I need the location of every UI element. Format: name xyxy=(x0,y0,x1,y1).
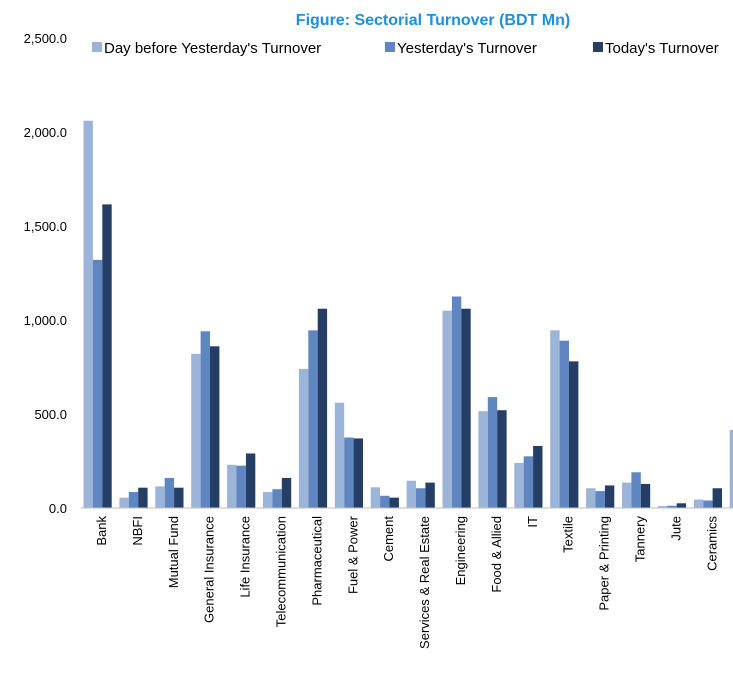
bar-general-insurance-today-s-turnover xyxy=(210,346,220,508)
bar-cement-day-before-yesterday-s-turnover xyxy=(370,487,381,508)
chart-title: Figure: Sectorial Turnover (BDT Mn) xyxy=(296,12,570,29)
x-tick-label-textile: Textile xyxy=(561,516,576,553)
bar-engineering-today-s-turnover xyxy=(461,308,471,508)
legend-swatch-today-s-turnover xyxy=(593,42,603,52)
bar-services-real-estate-yesterday-s-turnover xyxy=(416,488,426,508)
bar-it-yesterday-s-turnover xyxy=(523,456,534,508)
bar-ceramics-today-s-turnover xyxy=(712,488,722,508)
bar-food-allied-day-before-yesterday-s-turnover xyxy=(478,411,488,508)
chart-legend: Day before Yesterday's Turnover Yesterday… xyxy=(92,40,719,57)
bar-paper-printing-today-s-turnover xyxy=(604,485,615,508)
x-tick-label-it: IT xyxy=(525,516,540,528)
x-axis: Bank NBFI Mutual Fund General Insurance Life… xyxy=(81,507,733,649)
x-tick-label-fuel-power: Fuel & Power xyxy=(345,515,360,594)
bar-bank-today-s-turnover xyxy=(102,204,112,508)
bar-services-real-estate-today-s-turnover xyxy=(425,482,435,508)
x-tick-label-telecommunication: Telecommunication xyxy=(273,516,288,627)
legend-label-today-s-turnover: Today's Turnover xyxy=(605,40,719,57)
x-tick-label-paper-printing: Paper & Printing xyxy=(597,516,612,611)
bar-jute-today-s-turnover xyxy=(676,503,687,508)
y-tick-label-2: 1,000.0 xyxy=(24,313,67,328)
bar-fuel-power-today-s-turnover xyxy=(353,438,363,508)
y-tick-label-0: 0.0 xyxy=(49,501,67,516)
x-tick-label-engineering: Engineering xyxy=(453,516,468,585)
bar-general-insurance-yesterday-s-turnover xyxy=(200,331,210,508)
bar-blank-day-before-yesterday-s-turnover xyxy=(729,429,733,508)
y-axis: 0.0 500.0 1,000.0 1,500.0 2,000.0 2,500.0 xyxy=(24,31,67,516)
x-tick-label-general-insurance: General Insurance xyxy=(202,516,217,623)
bar-tannery-day-before-yesterday-s-turnover xyxy=(622,482,632,508)
bar-bank-yesterday-s-turnover xyxy=(92,259,103,508)
bar-pharmaceutical-today-s-turnover xyxy=(317,308,328,508)
bar-mutual-fund-yesterday-s-turnover xyxy=(164,477,175,508)
x-tick-label-cement: Cement xyxy=(381,516,396,562)
x-tick-label-tannery: Tannery xyxy=(632,516,647,563)
y-tick-label-4: 2,000.0 xyxy=(24,125,67,140)
x-tick-label-life-insurance: Life Insurance xyxy=(238,516,253,598)
bar-fuel-power-day-before-yesterday-s-turnover xyxy=(334,402,345,508)
bar-general-insurance-day-before-yesterday-s-turnover xyxy=(191,353,201,508)
bar-tannery-yesterday-s-turnover xyxy=(631,472,641,508)
legend-label-yesterday-s-turnover: Yesterday's Turnover xyxy=(397,40,537,57)
bar-tannery-today-s-turnover xyxy=(640,483,651,508)
bar-nbfi-today-s-turnover xyxy=(138,487,148,508)
chart-bars xyxy=(83,120,733,508)
x-tick-label-bank: Bank xyxy=(94,516,109,546)
legend-swatch-day-before-yesterday-s-turnover xyxy=(92,42,102,52)
bar-engineering-yesterday-s-turnover xyxy=(451,296,462,508)
legend-label-day-before-yesterday-s-turnover: Day before Yesterday's Turnover xyxy=(104,40,321,57)
bar-life-insurance-day-before-yesterday-s-turnover xyxy=(227,464,237,508)
bar-nbfi-day-before-yesterday-s-turnover xyxy=(119,497,129,508)
bar-fuel-power-yesterday-s-turnover xyxy=(344,437,354,508)
bar-ceramics-day-before-yesterday-s-turnover xyxy=(693,499,704,508)
y-tick-label-5: 2,500.0 xyxy=(24,31,67,46)
y-tick-label-3: 1,500.0 xyxy=(24,219,67,234)
bar-life-insurance-yesterday-s-turnover xyxy=(236,465,246,508)
bar-nbfi-yesterday-s-turnover xyxy=(128,492,139,508)
bar-ceramics-yesterday-s-turnover xyxy=(703,500,713,508)
bar-paper-printing-yesterday-s-turnover xyxy=(595,491,605,508)
bar-it-day-before-yesterday-s-turnover xyxy=(514,462,524,508)
bar-cement-today-s-turnover xyxy=(389,497,399,508)
bar-textile-today-s-turnover xyxy=(569,361,579,508)
bar-telecommunication-day-before-yesterday-s-turnover xyxy=(263,492,273,508)
bar-food-allied-yesterday-s-turnover xyxy=(487,397,498,508)
legend-swatch-yesterday-s-turnover xyxy=(385,42,395,52)
x-tick-label-food-allied: Food & Allied xyxy=(489,516,504,593)
x-tick-label-jute: Jute xyxy=(668,516,683,541)
x-tick-label-ceramics: Ceramics xyxy=(704,516,719,571)
bar-mutual-fund-day-before-yesterday-s-turnover xyxy=(155,486,165,508)
x-tick-label-pharmaceutical: Pharmaceutical xyxy=(309,516,324,606)
bar-life-insurance-today-s-turnover xyxy=(245,453,256,508)
bar-pharmaceutical-yesterday-s-turnover xyxy=(308,330,318,508)
bar-paper-printing-day-before-yesterday-s-turnover xyxy=(586,488,596,508)
bar-pharmaceutical-day-before-yesterday-s-turnover xyxy=(298,368,309,508)
x-tick-label-mutual-fund: Mutual Fund xyxy=(166,516,181,588)
y-tick-label-1: 500.0 xyxy=(34,407,67,422)
bar-it-today-s-turnover xyxy=(533,445,543,508)
x-tick-label-nbfi: NBFI xyxy=(130,516,145,546)
bar-services-real-estate-day-before-yesterday-s-turnover xyxy=(406,480,416,508)
bar-telecommunication-today-s-turnover xyxy=(281,477,292,508)
bar-jute-day-before-yesterday-s-turnover xyxy=(657,506,668,508)
bar-mutual-fund-today-s-turnover xyxy=(174,487,184,508)
bar-food-allied-today-s-turnover xyxy=(497,410,507,508)
bar-engineering-day-before-yesterday-s-turnover xyxy=(442,310,452,508)
bar-jute-yesterday-s-turnover xyxy=(667,505,677,508)
bar-bank-day-before-yesterday-s-turnover xyxy=(83,120,93,508)
bar-textile-yesterday-s-turnover xyxy=(559,340,569,508)
bar-cement-yesterday-s-turnover xyxy=(380,495,390,508)
x-tick-label-services-real-estate: Services & Real Estate xyxy=(417,516,432,649)
bar-telecommunication-yesterday-s-turnover xyxy=(272,489,282,508)
bar-textile-day-before-yesterday-s-turnover xyxy=(550,330,560,508)
